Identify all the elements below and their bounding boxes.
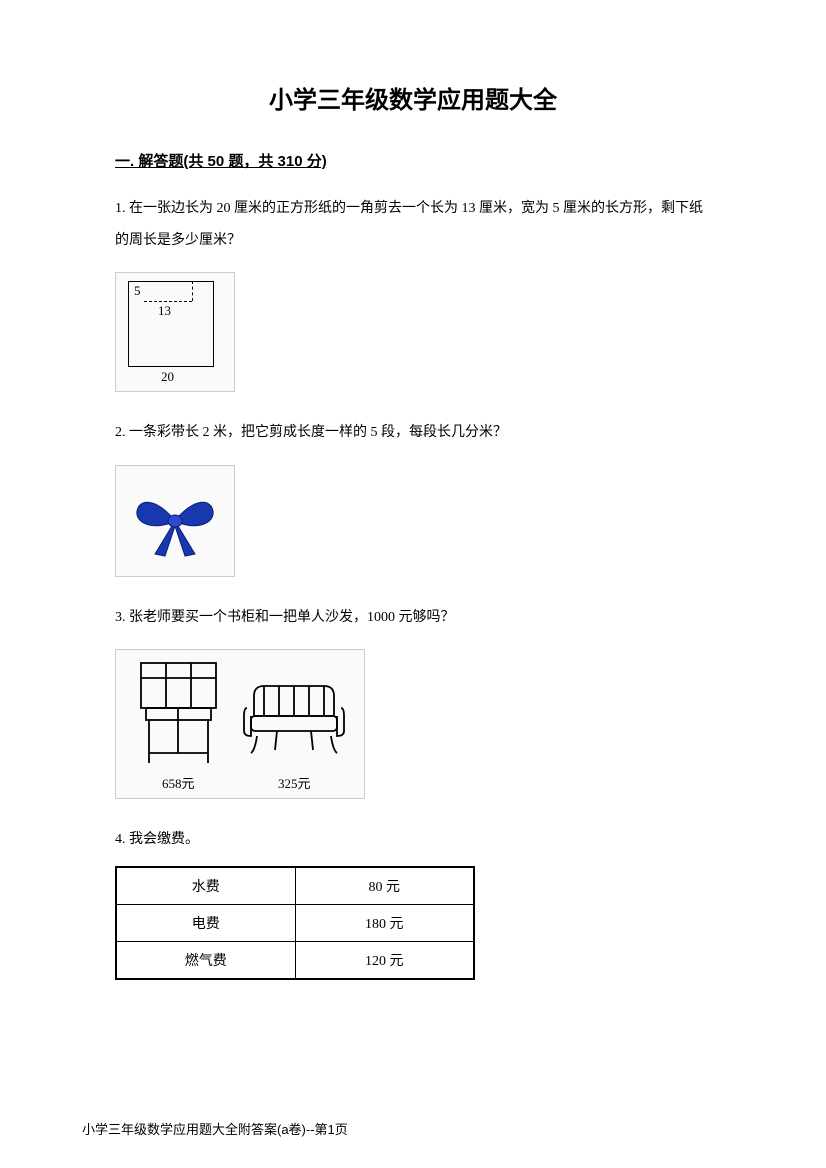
q1-label-13: 13 xyxy=(158,303,171,319)
question-3-figure: 658元 325元 xyxy=(115,649,711,799)
q1-label-20: 20 xyxy=(161,369,174,385)
question-4-text: 4. 我会缴费。 xyxy=(115,824,711,856)
fee-table: 水费 80 元 电费 180 元 燃气费 120 元 xyxy=(115,866,475,980)
table-row: 燃气费 120 元 xyxy=(116,941,474,979)
question-2-figure xyxy=(115,465,711,577)
fee-label: 水费 xyxy=(116,867,295,905)
page-footer: 小学三年级数学应用题大全附答案(a卷)--第1页 xyxy=(82,1119,348,1138)
cabinet-price: 658元 xyxy=(162,773,195,792)
fee-label: 电费 xyxy=(116,904,295,941)
bow-icon xyxy=(125,476,225,566)
fee-value: 80 元 xyxy=(295,867,474,905)
question-1-text: 1. 在一张边长为 20 厘米的正方形纸的一角剪去一个长为 13 厘米，宽为 5… xyxy=(115,193,711,257)
sofa-price: 325元 xyxy=(278,773,311,792)
cabinet-icon xyxy=(131,658,226,768)
q1-label-5: 5 xyxy=(134,283,141,299)
question-2-text: 2. 一条彩带长 2 米，把它剪成长度一样的 5 段，每段长几分米？ xyxy=(115,417,711,449)
fee-label: 燃气费 xyxy=(116,941,295,979)
page-title: 小学三年级数学应用题大全 xyxy=(115,80,711,115)
section-header: 一. 解答题(共 50 题，共 310 分) xyxy=(115,150,711,171)
table-row: 电费 180 元 xyxy=(116,904,474,941)
question-3-text: 3. 张老师要买一个书柜和一把单人沙发，1000 元够吗？ xyxy=(115,602,711,634)
question-1-figure: 5 13 20 xyxy=(115,272,711,392)
sofa-icon xyxy=(239,678,349,768)
fee-value: 180 元 xyxy=(295,904,474,941)
table-row: 水费 80 元 xyxy=(116,867,474,905)
fee-value: 120 元 xyxy=(295,941,474,979)
